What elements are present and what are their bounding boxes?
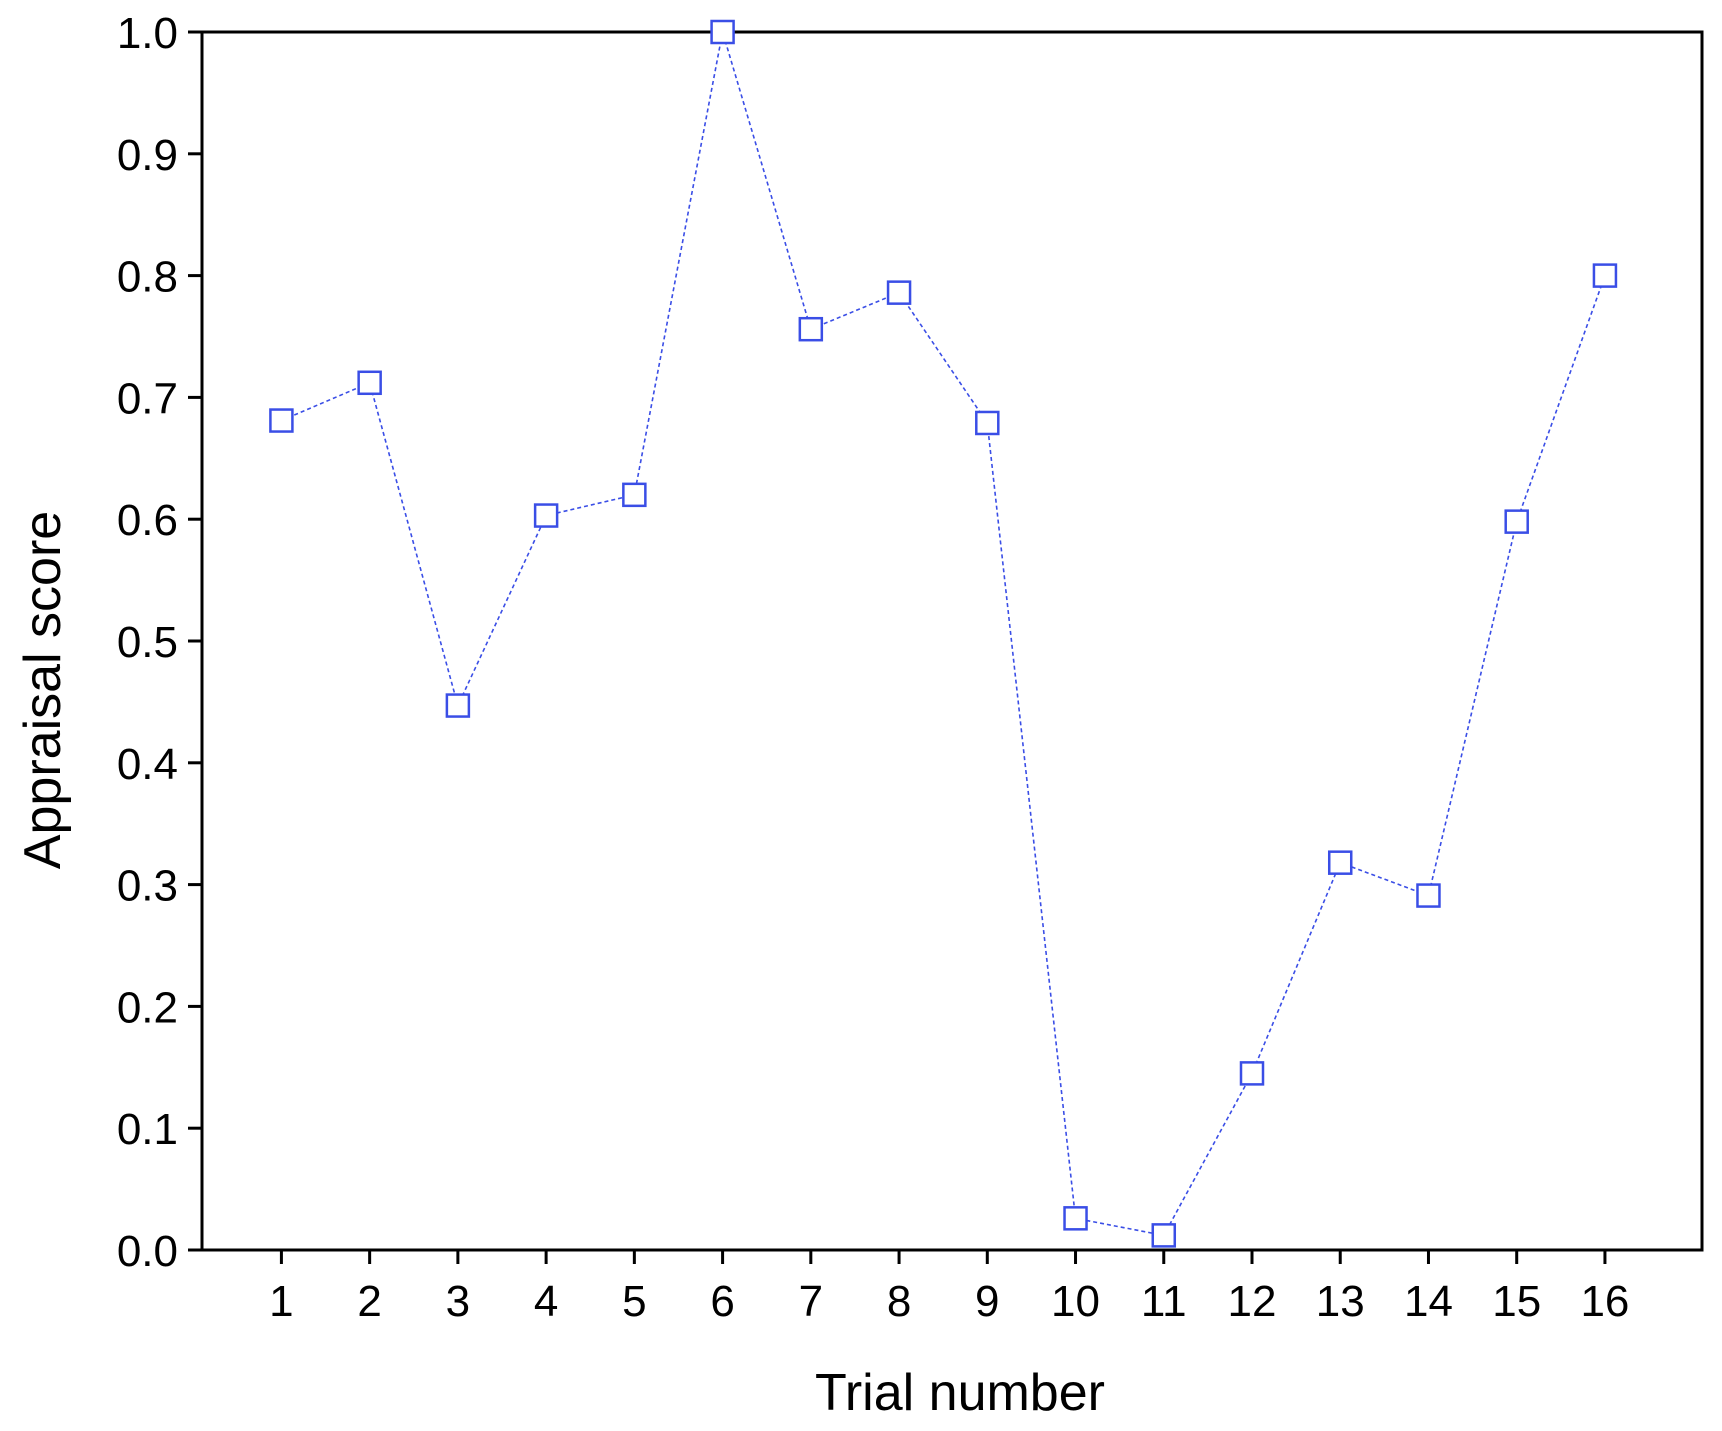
x-tick-label: 12 (1228, 1277, 1277, 1326)
y-tick-label: 0.1 (117, 1105, 178, 1154)
x-axis-title: Trial number (815, 1364, 1105, 1422)
data-point-marker (533, 503, 559, 528)
x-axis: 1 2 3 4 5 6 7 8 9 10 11 12 13 14 15 16 (269, 1250, 1629, 1326)
data-point-marker (269, 408, 294, 433)
x-tick-label: 14 (1404, 1277, 1453, 1326)
y-tick-label: 0.9 (117, 131, 178, 180)
x-tick-label: 9 (975, 1277, 999, 1326)
data-point-marker (1063, 1206, 1088, 1231)
x-tick-label: 15 (1492, 1277, 1541, 1326)
y-tick-label: 1.0 (117, 9, 178, 58)
x-tick-label: 1 (269, 1277, 293, 1326)
y-tick-label: 0.2 (117, 983, 178, 1032)
data-point-marker (1151, 1223, 1177, 1248)
x-tick-label: 10 (1051, 1277, 1100, 1326)
series-layer (269, 19, 1618, 1248)
y-tick-label: 0.8 (117, 253, 178, 302)
y-axis-title: Appraisal score (14, 511, 72, 869)
x-tick-label: 11 (1141, 1277, 1187, 1326)
y-tick-label: 0.4 (117, 740, 178, 789)
data-point-marker (975, 410, 1000, 436)
data-point-marker (1416, 883, 1441, 908)
data-point-marker (445, 693, 471, 718)
x-tick-label: 8 (887, 1277, 911, 1326)
x-tick-label: 5 (622, 1277, 646, 1326)
x-tick-label: 3 (446, 1277, 470, 1326)
data-point-marker (886, 280, 912, 305)
data-point-marker (1239, 1061, 1265, 1086)
data-point-marker (710, 19, 735, 45)
data-point-marker (622, 482, 647, 508)
data-point-marker (1592, 263, 1618, 288)
x-tick-label: 13 (1316, 1277, 1365, 1326)
x-tick-label: 4 (534, 1277, 558, 1326)
data-point-marker (1504, 509, 1529, 534)
y-tick-label: 0.6 (117, 496, 178, 545)
x-tick-label: 16 (1580, 1277, 1629, 1326)
x-tick-label: 2 (357, 1277, 381, 1326)
series-line (281, 31, 1606, 1237)
y-tick-label: 0.7 (117, 374, 178, 423)
data-point-marker (357, 370, 382, 396)
data-point-marker (1327, 850, 1353, 875)
y-tick-label: 0.0 (117, 1227, 178, 1276)
x-tick-label: 6 (710, 1277, 734, 1326)
y-tick-label: 0.3 (117, 862, 178, 911)
y-tick-label: 0.5 (117, 618, 178, 667)
x-tick-label: 7 (799, 1277, 823, 1326)
y-axis: 0.0 0.1 0.2 0.3 0.4 0.5 0.6 0.7 0.8 0.9 1.0 (117, 9, 202, 1276)
data-point-marker (798, 316, 824, 342)
